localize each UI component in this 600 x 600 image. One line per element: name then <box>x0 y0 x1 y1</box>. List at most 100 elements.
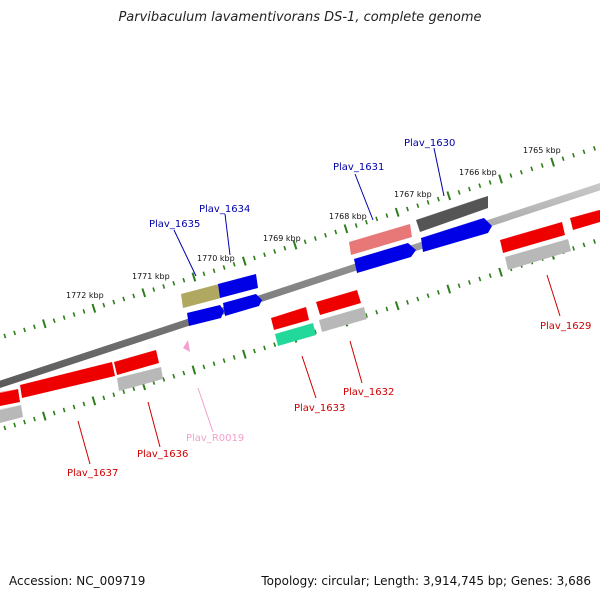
inner-tick <box>222 358 226 363</box>
gene-plav-1629-upper[interactable] <box>500 222 565 253</box>
label-plav-1632[interactable]: Plav_1632 <box>343 387 394 398</box>
outer-tick <box>582 149 586 155</box>
gene-plav-1631[interactable] <box>354 243 416 273</box>
outer-tick <box>468 186 471 192</box>
outer-tick <box>52 318 56 324</box>
outer-tick <box>191 272 197 282</box>
inner-tick <box>375 309 379 315</box>
outer-tick <box>519 169 523 175</box>
outer-tick <box>91 303 97 313</box>
outer-tick <box>283 245 287 251</box>
outer-tick <box>263 252 266 258</box>
outer-tick <box>385 213 389 218</box>
outer-tick <box>354 223 358 228</box>
outer-tick <box>303 239 307 245</box>
gene-plav-1633[interactable] <box>275 323 316 346</box>
outer-tick <box>253 255 256 261</box>
leader-plav-1632 <box>349 340 363 384</box>
topology-summary: Topology: circular; Length: 3,914,745 bp… <box>261 574 591 588</box>
leader-plav-1631 <box>354 173 374 221</box>
gene-plav-1629[interactable] <box>505 239 571 270</box>
gene-plav-1632-upper[interactable] <box>316 290 361 315</box>
gene-plav-1634-upper[interactable] <box>218 274 258 298</box>
gene-plav-r0019[interactable] <box>183 340 190 352</box>
inner-tick <box>582 242 586 248</box>
outer-tick <box>232 261 236 267</box>
gene-plav-1634[interactable] <box>223 294 262 316</box>
label-plav-r0019[interactable]: Plav_R0019 <box>186 433 244 444</box>
outer-tick <box>572 152 575 158</box>
inner-tick <box>13 422 17 428</box>
leader-plav-1635 <box>173 229 197 277</box>
gene-labels: Plav_1629 Plav_1630 Plav_1631 Plav_1632 … <box>67 138 591 479</box>
gene-plav-1635[interactable] <box>187 305 224 326</box>
inner-tick <box>436 290 440 295</box>
genome-backbone <box>0 182 600 389</box>
kbp-mark-1766: 1766 kbp <box>459 168 497 177</box>
gene-plav-1635-upper[interactable] <box>181 284 221 308</box>
inner-tick <box>82 401 86 407</box>
leader-plav-r0019 <box>197 387 214 433</box>
outer-tick <box>509 173 513 178</box>
outer-tick <box>241 256 247 266</box>
inner-tick <box>253 348 256 354</box>
gene-plav-1638-upper[interactable] <box>0 389 20 406</box>
leader-plav-1633 <box>301 355 317 399</box>
gene-plav-1636[interactable] <box>117 367 163 391</box>
outer-tick <box>152 287 156 292</box>
inner-tick <box>23 419 26 425</box>
outer-tick <box>33 324 36 330</box>
inner-tick <box>91 396 97 406</box>
label-plav-1635[interactable]: Plav_1635 <box>149 219 200 230</box>
inner-tick <box>416 296 420 302</box>
label-plav-1630[interactable]: Plav_1630 <box>404 138 455 149</box>
inner-tick <box>122 389 126 395</box>
outer-tick <box>540 163 544 168</box>
kbp-mark-1770: 1770 kbp <box>197 254 235 263</box>
inner-tick <box>572 246 575 251</box>
gene-plav-1636-upper[interactable] <box>114 350 159 375</box>
inner-tick <box>406 300 409 305</box>
outer-tick <box>561 156 565 162</box>
inner-tick <box>172 373 176 379</box>
outer-tick <box>3 333 7 339</box>
leader-plav-1637 <box>77 420 91 465</box>
label-plav-1636[interactable]: Plav_1636 <box>137 449 188 460</box>
inner-tick <box>232 355 236 360</box>
inner-tick <box>457 283 461 289</box>
outer-tick <box>416 203 420 209</box>
outer-tick <box>23 327 26 333</box>
inner-tick <box>102 395 106 401</box>
outer-tick <box>488 180 492 185</box>
inner-tick <box>394 301 400 311</box>
gene-plav-1630-upper[interactable] <box>416 196 488 232</box>
inner-tick <box>273 342 277 348</box>
genome-title: Parvibaculum lavamentivorans DS-1, compl… <box>118 10 482 25</box>
outer-tick <box>550 157 555 167</box>
gene-plav-1633-upper[interactable] <box>271 307 309 330</box>
inner-tick <box>426 293 430 299</box>
gene-plav-1628-upper[interactable] <box>570 210 600 230</box>
gene-plav-1638[interactable] <box>0 405 23 423</box>
inner-tick <box>162 377 166 382</box>
leader-plav-1636 <box>147 401 161 448</box>
outer-tick <box>122 296 126 302</box>
label-plav-1631[interactable]: Plav_1631 <box>333 162 384 173</box>
label-plav-1634[interactable]: Plav_1634 <box>199 204 250 215</box>
kbp-mark-1771: 1771 kbp <box>132 272 170 281</box>
inner-tick <box>72 404 76 410</box>
gene-plav-1637-upper[interactable] <box>20 362 115 398</box>
gene-plav-1630[interactable] <box>421 218 492 252</box>
gene-plav-1631-upper[interactable] <box>349 224 412 255</box>
gene-leader-lines <box>77 147 561 465</box>
label-plav-1629[interactable]: Plav_1629 <box>540 321 591 332</box>
label-plav-1637[interactable]: Plav_1637 <box>67 468 118 479</box>
inner-tick <box>212 361 216 367</box>
accession-text: Accession: NC_009719 <box>9 574 146 588</box>
gene-plav-1632[interactable] <box>319 307 367 332</box>
inner-tick <box>112 392 116 398</box>
gene-features <box>0 196 600 423</box>
outer-tick <box>13 330 17 336</box>
label-plav-1633[interactable]: Plav_1633 <box>294 403 345 414</box>
